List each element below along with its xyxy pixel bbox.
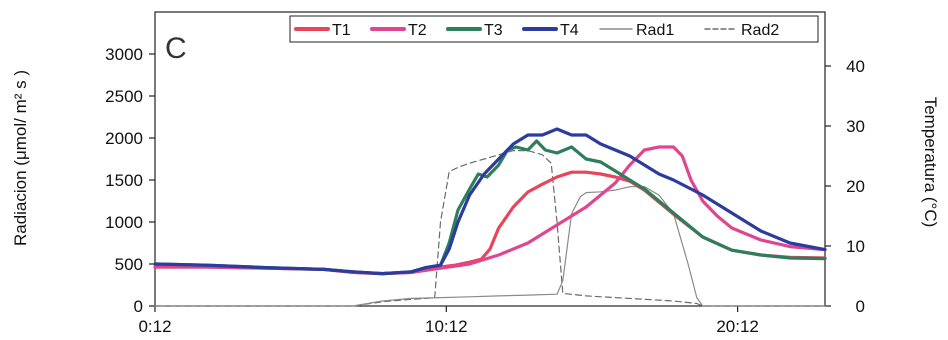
panel-label: C [165,32,187,65]
x-tick-label: 10:12 [425,317,468,336]
y-right-axis-title: Temperatura (°C) [921,97,940,228]
legend: T1 T2 T3 T4 Rad1 Rad2 [289,15,819,43]
x-axis-ticks: 0:12 10:12 20:12 [138,306,759,336]
y-left-tick-label: 1000 [105,213,143,232]
y-left-tick-label: 0 [134,297,143,316]
series-line-rad1 [154,186,826,307]
y-right-tick-label: 0 [856,297,865,316]
y-left-tick-label: 3000 [105,45,143,64]
plot-frame [154,11,826,307]
x-tick-label: 0:12 [138,317,171,336]
y-right-axis-ticks: 0 10 20 30 40 [825,57,865,316]
x-tick-label: 20:12 [716,317,759,336]
y-left-tick-label: 500 [115,255,143,274]
legend-label-rad2: Rad2 [741,22,779,39]
legend-label-t1: T1 [332,22,351,39]
y-left-tick-label: 2000 [105,129,143,148]
legend-label-t2: T2 [408,22,427,39]
y-left-tick-label: 2500 [105,87,143,106]
y-right-tick-label: 30 [846,117,865,136]
y-left-tick-label: 1500 [105,171,143,190]
y-left-axis-title: Radiacion (μmol/ m² s ) [11,70,30,246]
series-lines [153,127,827,307]
y-right-tick-label: 20 [846,177,865,196]
y-right-tick-label: 10 [846,237,865,256]
y-left-axis-ticks: 0 500 1000 1500 2000 2500 3000 [105,45,155,316]
legend-label-t4: T4 [560,22,579,39]
legend-label-rad1: Rad1 [636,22,674,39]
series-line-t4 [153,127,827,276]
legend-label-t3: T3 [484,22,503,39]
y-right-tick-label: 40 [846,57,865,76]
